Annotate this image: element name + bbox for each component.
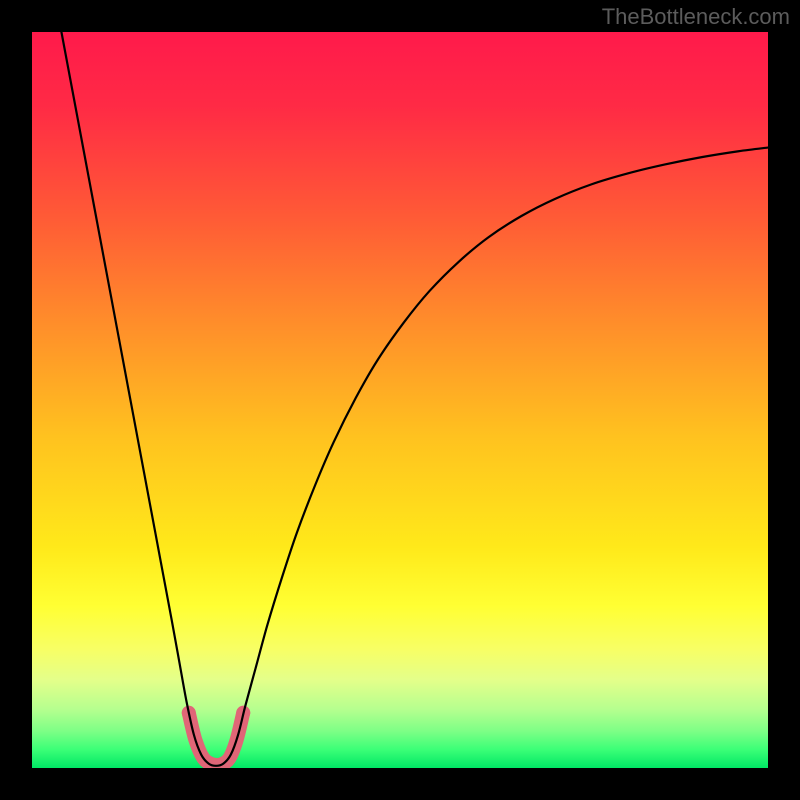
bottleneck-curve [61, 32, 768, 766]
curve-layer [32, 32, 768, 768]
chart-root: TheBottleneck.com [0, 0, 800, 800]
plot-area [32, 32, 768, 768]
watermark-text: TheBottleneck.com [602, 4, 790, 30]
trough-highlight [189, 713, 243, 765]
